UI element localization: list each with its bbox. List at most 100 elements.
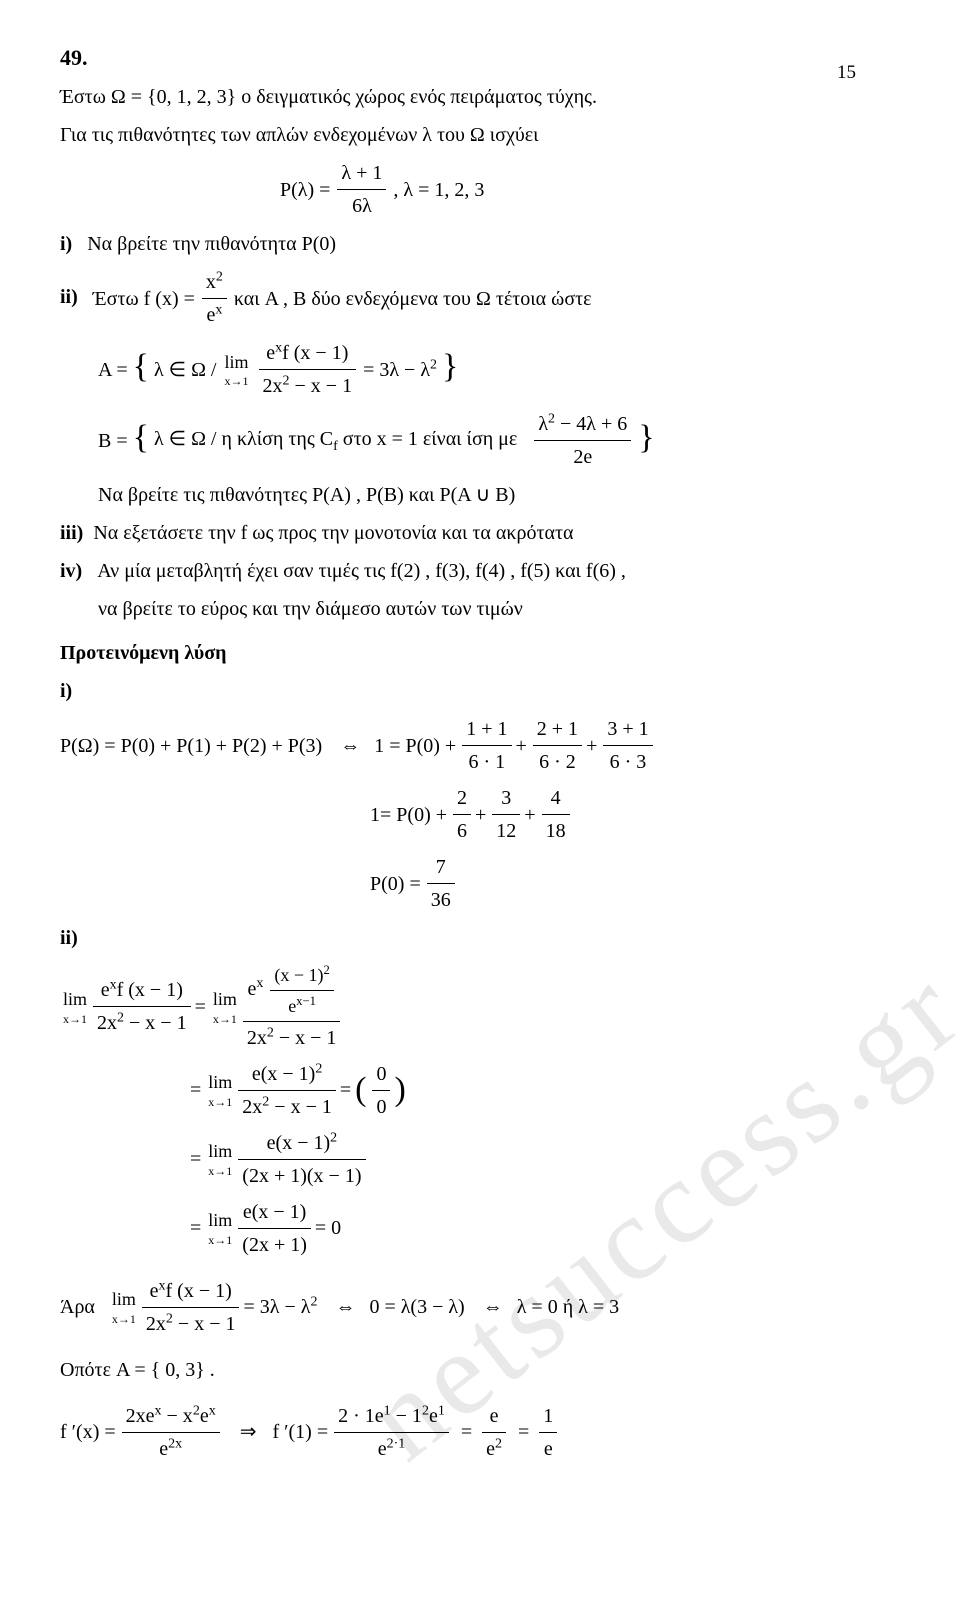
fx-num: x [206, 271, 216, 293]
fx-frac: x2 ex [202, 266, 227, 331]
calc2-paren-frac: 00 [372, 1058, 390, 1123]
fprs1: 1 [384, 1403, 391, 1418]
c1Lns: x [110, 978, 117, 993]
brace-open: { [133, 340, 149, 394]
fprd: e [378, 1438, 387, 1460]
c3d: (2x + 1)(x − 1) [238, 1160, 365, 1192]
f1n: 1 + 1 [462, 713, 511, 746]
arns: x [159, 1278, 166, 1293]
calc1-row: limx→1 exf (x − 1) 2x2 − x − 1 = limx→1 … [60, 960, 900, 1054]
B-definition: B = { λ ∈ Ω / η κλίση της Cf στο x = 1 ε… [98, 408, 900, 473]
c2d: 2x [242, 1096, 262, 1118]
ards: 2 [166, 1311, 173, 1326]
c1Rd: 2x [247, 1027, 267, 1049]
item-iv-label: iv) [60, 560, 82, 582]
A-rhs: = 3λ − λ2 [363, 354, 437, 386]
f3d: 6 · 3 [603, 746, 652, 778]
calc1-lim: limx→1 [63, 985, 87, 1029]
item-iv-a: Αν μία μεταβλητή έχει σαν τιμές τις f(2)… [92, 560, 626, 582]
arrhs: = 3λ − λ [243, 1296, 310, 1318]
fpnm: − x [162, 1405, 193, 1427]
c1Rts: x [256, 976, 263, 991]
s2f3d: 18 [542, 815, 570, 847]
plus2: + [586, 730, 597, 762]
ps2-f1: 26 [453, 782, 471, 847]
calc3-frac: e(x − 1)2 (2x + 1)(x − 1) [238, 1127, 365, 1192]
af-dt: − x − 1 [290, 375, 353, 397]
ara-end: λ = 0 ή λ = 3 [517, 1291, 619, 1323]
item-iv-b: να βρείτε το εύρος και την διάμεσο αυτών… [98, 593, 900, 625]
fp3d: e [539, 1433, 557, 1465]
plus3: + [475, 799, 486, 831]
arlb: x→1 [112, 1310, 136, 1329]
A-definition: A = { λ ∈ Ω / lim x→1 exf (x − 1) 2x2 − … [98, 337, 900, 402]
fp-imp: ⇒ [240, 1416, 257, 1448]
c4lb: x→1 [208, 1231, 232, 1250]
calc1-eq: = [195, 991, 206, 1023]
sol-i-label: i) [60, 675, 900, 707]
lim-bot: x→1 [225, 372, 249, 391]
po-f2: 2 + 16 · 2 [533, 713, 582, 778]
b-c: λ ∈ Ω / η κλίση της C [154, 428, 333, 450]
bf-nm: − 4λ + 6 [555, 413, 627, 435]
fp-eq3: = [518, 1416, 529, 1448]
A-cond: λ ∈ Ω / [154, 354, 217, 386]
bf-ns: 2 [548, 412, 555, 427]
item-i: i) Να βρείτε την πιθανότητα P(0) [60, 228, 900, 260]
frac-den: 6λ [337, 190, 386, 222]
calc1-R: ex (x − 1)2 ex−1 2x2 − x − 1 [243, 960, 341, 1054]
item-iii: iii) Να εξετάσετε την f ως προς την μονο… [60, 517, 900, 549]
B-followup: Να βρείτε τις πιθανότητες P(A) , P(B) κα… [98, 479, 900, 511]
ara-label: Άρα [60, 1291, 95, 1323]
arnt: f (x − 1) [166, 1280, 232, 1302]
calc1-lim2: limx→1 [213, 985, 237, 1029]
arrhss: 2 [310, 1295, 317, 1310]
item-ii-a: Έστω f (x) = [93, 283, 195, 315]
ara-rhs: = 3λ − λ2 [243, 1291, 317, 1323]
c1in: (x − 1) [274, 965, 323, 985]
p-omega-r1a: 1 = P(0) + [374, 730, 456, 762]
a-rhs-t: = 3λ − λ [363, 359, 430, 381]
arn: e [150, 1280, 159, 1302]
fprs3: 1 [438, 1403, 445, 1418]
ps3-frac: 736 [427, 851, 455, 916]
fx-den: e [206, 304, 215, 326]
bf-d: 2e [534, 441, 631, 473]
fpn: 2xe [126, 1405, 155, 1427]
plus1: + [516, 730, 527, 762]
fp-frac3: e e2 [482, 1400, 506, 1465]
fx-den-sup: x [215, 303, 222, 318]
fp-frac2: 2 · 1e1 − 12e1 e2·1 [334, 1400, 449, 1465]
calc4-tail: = 0 [315, 1212, 341, 1244]
c1Lds: 2 [117, 1011, 124, 1026]
item-ii-label: ii) [60, 286, 78, 308]
plus4: + [524, 799, 535, 831]
f2n: 2 + 1 [533, 713, 582, 746]
c1Rds: 2 [267, 1025, 274, 1040]
c3lb: x→1 [208, 1162, 232, 1181]
c4n: e(x − 1) [238, 1196, 311, 1229]
b-ct: στο x = 1 είναι ίση με [338, 428, 518, 450]
fp2ds: 2 [495, 1436, 502, 1451]
calc4-row: = limx→1 e(x − 1) (2x + 1) = 0 [190, 1196, 900, 1261]
c1lb: x→1 [63, 1010, 87, 1029]
af-ds: 2 [283, 374, 290, 389]
c2ns: 2 [315, 1061, 322, 1076]
calc2-eq2: = [340, 1074, 351, 1106]
fprime-row: f ′(x) = 2xex − x2ex e2x ⇒ f ′(1) = 2 · … [60, 1400, 900, 1465]
fpns3: x [209, 1403, 216, 1418]
ara-iff1: ⇔ [335, 1291, 355, 1323]
calc2-row: = limx→1 e(x − 1)2 2x2 − x − 1 = ( 00 ) [190, 1058, 900, 1123]
c1Ld: 2x [97, 1012, 117, 1034]
fpnt: e [200, 1405, 209, 1427]
page-number: 15 [837, 58, 856, 88]
calc2-lim: limx→1 [208, 1068, 232, 1112]
c1Rdt: − x − 1 [274, 1027, 337, 1049]
p-lambda-frac: λ + 1 6λ [337, 157, 386, 222]
f2d: 6 · 2 [533, 746, 582, 778]
brace-open-b: { [133, 411, 149, 465]
s2f3n: 4 [542, 782, 570, 815]
iff-symbol: ⇔ [340, 730, 360, 762]
paren-open: ( [355, 1075, 366, 1106]
c2pn: 0 [372, 1058, 390, 1091]
